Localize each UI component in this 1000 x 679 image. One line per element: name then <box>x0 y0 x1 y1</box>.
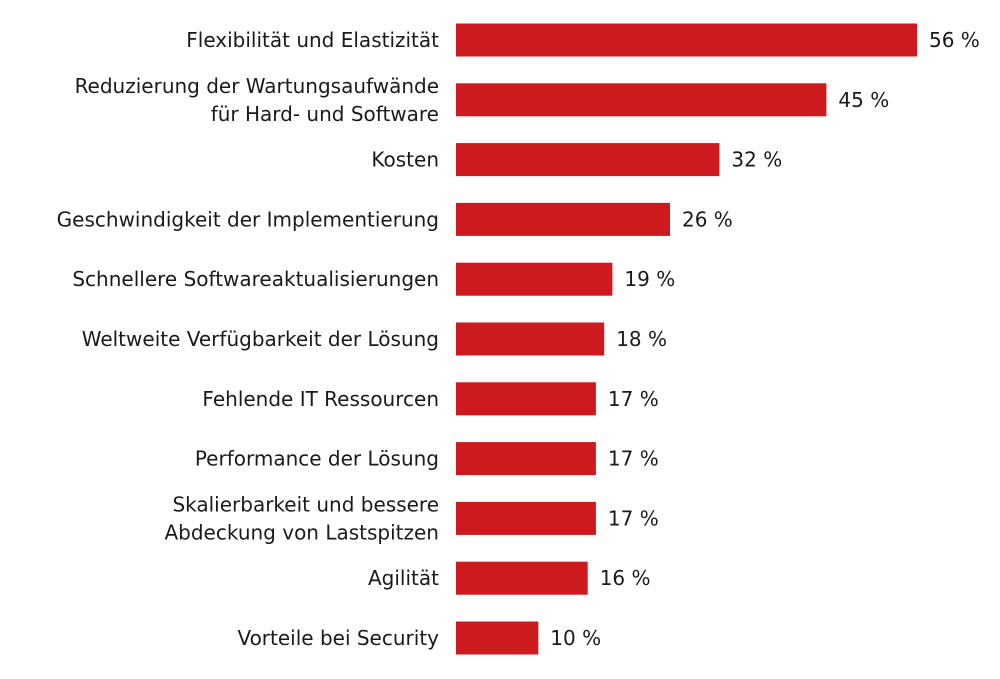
category-label-1: Reduzierung der Wartungsaufwände für Hard… <box>75 74 439 126</box>
bar-3 <box>456 202 670 236</box>
category-label-5: Weltweite Verfügbarkeit der Lösung <box>82 327 439 351</box>
category-label-6-line-0: Fehlende IT Ressourcen <box>202 387 439 411</box>
category-label-4: Schnellere Softwareaktualisierungen <box>72 267 439 291</box>
bar-5 <box>456 322 605 356</box>
value-label-9: 16 % <box>600 566 651 590</box>
category-label-9-line-0: Agilität <box>368 566 439 590</box>
value-label-2: 32 % <box>731 148 782 172</box>
bar-2 <box>456 143 720 177</box>
category-label-2-line-0: Kosten <box>371 148 439 172</box>
value-label-8: 17 % <box>608 506 659 530</box>
category-label-8-line-1: Abdeckung von Lastspitzen <box>164 520 439 544</box>
category-label-1-line-1: für Hard- und Software <box>211 102 439 126</box>
bar-8 <box>456 501 596 535</box>
category-labels-group: Flexibilität und Elastizität Reduzierung … <box>57 28 439 650</box>
bars-group <box>456 23 917 655</box>
value-label-6: 17 % <box>608 387 659 411</box>
value-label-1: 45 % <box>838 88 889 112</box>
category-label-1-line-0: Reduzierung der Wartungsaufwände <box>75 74 439 98</box>
bar-7 <box>456 442 596 476</box>
bar-9 <box>456 561 588 595</box>
category-label-8-line-0: Skalierbarkeit und bessere <box>172 492 439 516</box>
value-label-0: 56 % <box>929 28 980 52</box>
value-label-10: 10 % <box>550 626 601 650</box>
bar-10 <box>456 621 539 655</box>
category-label-10-line-0: Vorteile bei Security <box>237 626 439 650</box>
category-label-3: Geschwindigkeit der Implementierung <box>57 207 439 231</box>
category-label-5-line-0: Weltweite Verfügbarkeit der Lösung <box>82 327 439 351</box>
value-label-7: 17 % <box>608 447 659 471</box>
category-label-10: Vorteile bei Security <box>237 626 439 650</box>
bar-0 <box>456 23 917 57</box>
category-label-3-line-0: Geschwindigkeit der Implementierung <box>57 207 439 231</box>
category-label-7: Performance der Lösung <box>195 447 439 471</box>
category-label-4-line-0: Schnellere Softwareaktualisierungen <box>72 267 439 291</box>
value-label-3: 26 % <box>682 207 733 231</box>
value-labels-group: 56 % 45 % 32 % 26 % 19 % 18 % 17 % 17 % 17 % 16 %… <box>550 28 980 650</box>
category-label-9: Agilität <box>368 566 439 590</box>
category-label-6: Fehlende IT Ressourcen <box>202 387 439 411</box>
bar-1 <box>456 83 827 117</box>
category-label-0-line-0: Flexibilität und Elastizität <box>186 28 439 52</box>
category-label-0: Flexibilität und Elastizität <box>186 28 439 52</box>
bar-6 <box>456 382 596 416</box>
value-label-4: 19 % <box>624 267 675 291</box>
value-label-5: 18 % <box>616 327 667 351</box>
category-label-2: Kosten <box>371 148 439 172</box>
category-label-8: Skalierbarkeit und bessere Abdeckung von … <box>164 492 439 544</box>
bar-4 <box>456 262 613 296</box>
category-label-7-line-0: Performance der Lösung <box>195 447 439 471</box>
